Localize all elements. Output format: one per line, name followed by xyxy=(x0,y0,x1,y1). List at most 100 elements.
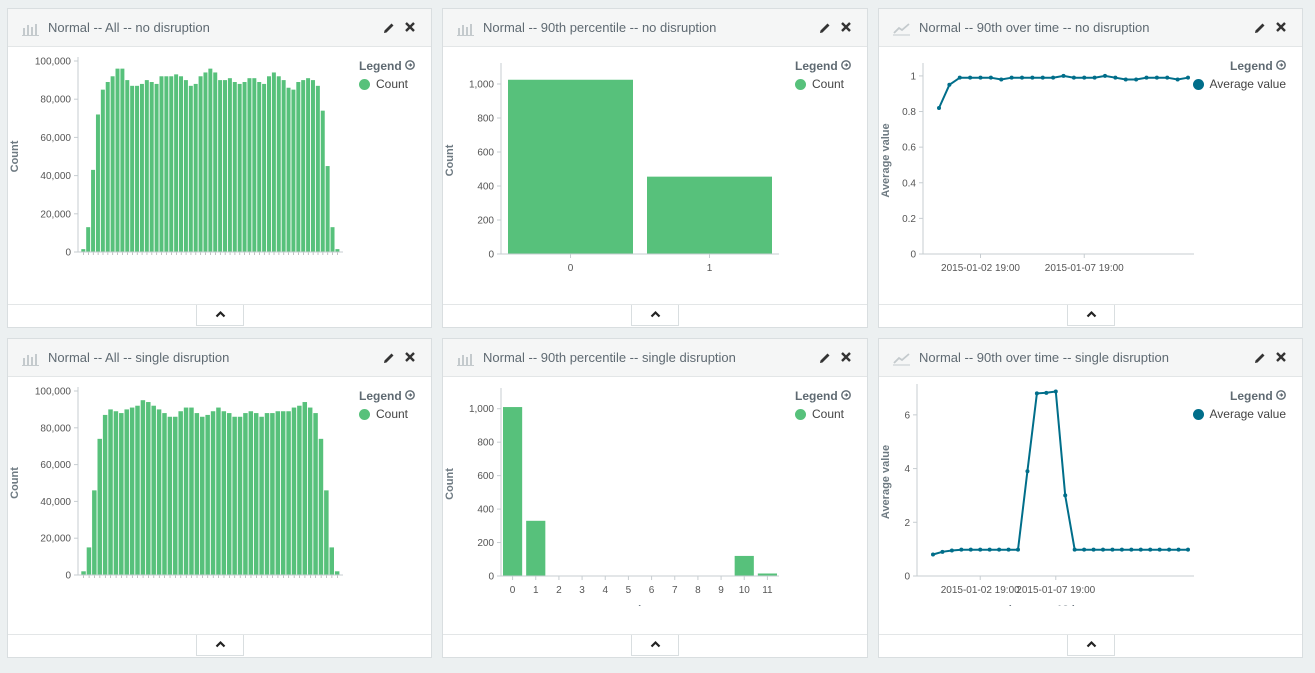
histogram-bar xyxy=(139,83,144,252)
data-point xyxy=(1016,547,1020,552)
arrow-circle-right-icon xyxy=(405,390,415,400)
y-axis-title: Count xyxy=(444,468,456,500)
pencil-icon[interactable] xyxy=(819,352,831,364)
y-tick-label: 80,000 xyxy=(40,423,71,434)
histogram-bar xyxy=(275,411,281,575)
close-icon[interactable] xyxy=(1275,351,1287,363)
y-tick-label: 1,000 xyxy=(469,80,494,91)
data-point xyxy=(1167,547,1172,552)
histogram-bar xyxy=(162,413,167,575)
histogram-bar xyxy=(156,409,162,575)
legend-item-count[interactable]: Count xyxy=(794,77,851,91)
bar xyxy=(757,573,777,576)
arrow-circle-right-icon xyxy=(1276,390,1286,400)
x-tick-label: 6 xyxy=(649,585,655,596)
legend: Legend Count xyxy=(794,59,851,91)
histogram-bar xyxy=(227,78,232,252)
legend-toggle[interactable]: Legend xyxy=(1193,59,1287,73)
histogram-bar xyxy=(297,405,302,575)
histogram-bar xyxy=(262,83,267,252)
legend-toggle[interactable]: Legend xyxy=(795,59,851,73)
close-icon[interactable] xyxy=(404,351,416,363)
legend-item-average-value[interactable]: Average value xyxy=(1192,407,1286,421)
histogram-bar xyxy=(194,413,200,575)
histogram-bar xyxy=(154,83,159,252)
legend-toggle[interactable]: Legend xyxy=(359,59,415,73)
panel-footer xyxy=(8,304,431,327)
data-point xyxy=(968,547,973,552)
histogram-bar xyxy=(324,490,329,575)
legend-toggle[interactable]: Legend xyxy=(1193,389,1287,403)
close-icon[interactable] xyxy=(840,21,852,33)
y-tick-label: 2 xyxy=(904,518,910,529)
legend-item-average-value[interactable]: Average value xyxy=(1192,77,1286,91)
pencil-icon[interactable] xyxy=(1254,352,1266,364)
pencil-icon[interactable] xyxy=(383,22,395,34)
data-point xyxy=(1123,77,1128,82)
data-point xyxy=(1082,75,1087,80)
collapse-button[interactable] xyxy=(631,635,679,656)
y-axis-title: Count xyxy=(9,140,21,172)
pencil-icon[interactable] xyxy=(1254,22,1266,34)
histogram-bar xyxy=(108,409,113,575)
legend-item-count[interactable]: Count xyxy=(794,407,851,421)
legend-label: Count xyxy=(375,407,409,421)
panel-all-no-disruption: Normal -- All -- no disruption 0 20,000 40… xyxy=(7,8,432,328)
panel-all-single-disruption: Normal -- All -- single disruption 0 20,0… xyxy=(7,338,432,658)
y-tick-label: 800 xyxy=(477,114,494,125)
histogram-bar xyxy=(221,411,227,575)
y-tick-label: 600 xyxy=(477,148,494,159)
panel-header: Normal -- 90th over time -- no disruptio… xyxy=(879,9,1302,47)
x-tick-label: 9 xyxy=(718,585,724,596)
panel-header: Normal -- 90th percentile -- no disrupti… xyxy=(443,9,867,47)
collapse-button[interactable] xyxy=(1066,305,1115,326)
panel-header: Normal -- 90th percentile -- single disr… xyxy=(443,339,867,377)
bar-chart-icon xyxy=(22,24,39,36)
histogram-bar xyxy=(232,82,237,252)
pencil-icon[interactable] xyxy=(819,22,831,34)
data-point xyxy=(1063,493,1068,498)
panel-90th-over-time-single-disruption: Normal -- 90th over time -- single disru… xyxy=(878,338,1303,658)
x-tick-label: 11 xyxy=(762,585,773,596)
histogram-bar xyxy=(266,76,271,252)
histogram-bar xyxy=(286,411,291,575)
histogram-chart: 020,00040,00060,00080,000100,000Countval… xyxy=(9,57,343,259)
legend-item-count[interactable]: Count xyxy=(358,77,415,91)
legend-toggle[interactable]: Legend xyxy=(795,389,851,403)
histogram-bar xyxy=(306,78,311,252)
y-tick-label: 6 xyxy=(904,410,910,421)
legend-toggle[interactable]: Legend xyxy=(359,389,415,403)
chevron-up-icon xyxy=(215,640,225,648)
bar-chart: 0 200 400 600 800 1,000 Count value 0 1 2 3 4 5 6 7 8 9 10… xyxy=(444,388,779,606)
legend: Legend Average value xyxy=(1192,389,1287,421)
close-icon[interactable] xyxy=(404,21,416,33)
histogram-bar xyxy=(183,407,189,575)
collapse-button[interactable] xyxy=(631,305,679,326)
collapse-button[interactable] xyxy=(195,635,244,656)
y-tick-label: 200 xyxy=(477,216,494,227)
y-tick-label: 100,000 xyxy=(35,387,72,398)
y-tick-label: 0 xyxy=(904,572,910,583)
x-tick-label: 8 xyxy=(695,585,701,596)
y-tick-label: 0.4 xyxy=(902,178,916,189)
data-point xyxy=(1144,75,1149,80)
data-point xyxy=(1101,547,1105,552)
chart-area: 020,00040,00060,00080,000100,000Countval… xyxy=(8,47,431,276)
data-point xyxy=(1129,547,1134,552)
histogram-bar xyxy=(329,547,335,575)
series-line xyxy=(938,74,1189,109)
chart-area: 0 200 400 600 800 1,000 Count value 0 1 2 3 4 5 6 7 8 9 10… xyxy=(443,377,867,606)
legend-item-count[interactable]: Count xyxy=(358,407,415,421)
collapse-button[interactable] xyxy=(1066,635,1115,656)
data-point xyxy=(931,552,935,557)
collapse-button[interactable] xyxy=(195,305,244,326)
data-point xyxy=(1030,75,1035,80)
panel-footer xyxy=(443,304,867,327)
close-icon[interactable] xyxy=(840,351,852,363)
histogram-bar xyxy=(242,82,247,252)
data-point xyxy=(1154,75,1159,80)
close-icon[interactable] xyxy=(1275,21,1287,33)
histogram-bar xyxy=(81,249,86,252)
pencil-icon[interactable] xyxy=(383,352,395,364)
